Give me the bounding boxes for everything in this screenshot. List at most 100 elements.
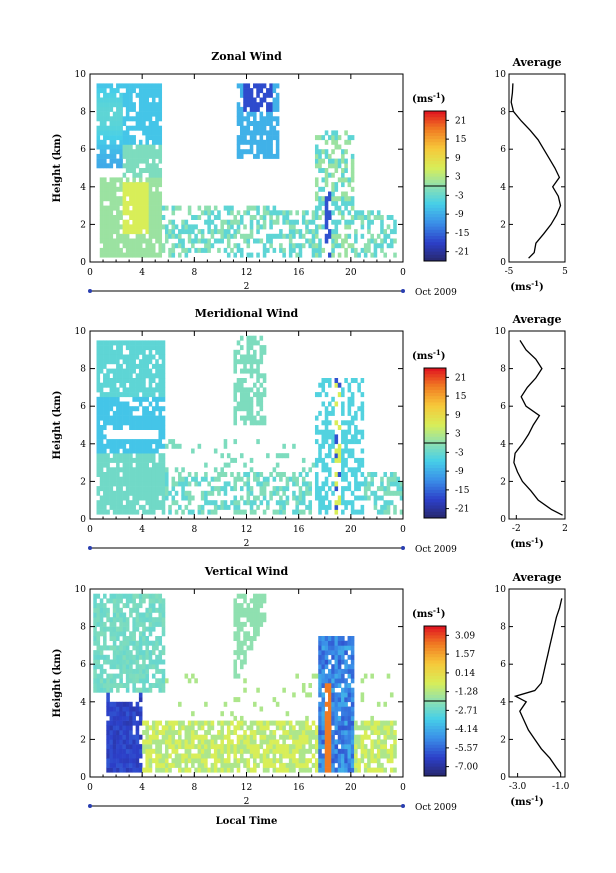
heatmap-cell xyxy=(122,163,127,169)
heatmap-cell xyxy=(125,725,130,731)
heatmap-cell xyxy=(164,762,169,768)
heatmap-cell xyxy=(334,701,339,707)
day-label: 2 xyxy=(244,282,250,292)
heatmap-cell xyxy=(103,182,107,188)
heatmap-cell xyxy=(109,730,114,735)
heatmap-cell xyxy=(207,215,211,220)
heatmap-cell xyxy=(279,734,283,740)
heatmap-cell xyxy=(135,443,140,449)
heatmap-cell xyxy=(233,476,238,482)
y-axis-label: Height (km) xyxy=(52,391,63,460)
heatmap-cell xyxy=(125,158,130,164)
heatmap-cell xyxy=(344,687,348,693)
heatmap-cell xyxy=(135,490,140,496)
heatmap-cell xyxy=(292,725,296,731)
heatmap-cell xyxy=(285,210,290,216)
profile-y-tick-label: 2 xyxy=(500,220,506,230)
heatmap-cell xyxy=(246,396,251,402)
heatmap-cell xyxy=(380,730,384,735)
heatmap-cell xyxy=(103,153,107,159)
heatmap-cell xyxy=(314,243,319,249)
heatmap-cell xyxy=(135,744,140,750)
heatmap-cell xyxy=(207,744,211,750)
heatmap-cell xyxy=(138,158,143,164)
heatmap-cell xyxy=(171,730,176,735)
heatmap-cell xyxy=(324,434,329,440)
heatmap-cell xyxy=(259,415,264,421)
heatmap-cell xyxy=(275,215,280,220)
colorbar-swatch xyxy=(424,729,446,733)
heatmap-cell xyxy=(109,196,114,202)
heatmap-cell xyxy=(243,210,247,216)
heatmap-cell xyxy=(187,229,192,235)
heatmap-cell xyxy=(282,509,286,515)
heatmap-cell xyxy=(197,762,202,768)
heatmap-cell xyxy=(138,439,143,445)
heatmap-cell xyxy=(305,238,309,244)
heatmap-cell xyxy=(243,598,247,604)
heatmap-cell xyxy=(125,219,130,225)
heatmap-cell xyxy=(370,739,374,745)
heatmap-cell xyxy=(243,359,247,365)
heatmap-cell xyxy=(148,130,153,136)
heatmap-cell xyxy=(119,664,123,670)
profile-y-tick-label: 2 xyxy=(500,735,506,745)
heatmap-cell xyxy=(210,233,215,239)
heatmap-cell xyxy=(363,744,368,750)
heatmap-cell xyxy=(138,233,143,239)
heatmap-cell xyxy=(357,215,361,220)
heatmap-cell xyxy=(168,490,172,496)
heatmap-cell xyxy=(318,486,322,492)
heatmap-cell xyxy=(331,767,335,773)
heatmap-cell xyxy=(230,767,234,773)
heatmap-cell xyxy=(122,612,127,618)
heatmap-cell xyxy=(213,744,218,750)
heatmap-cell xyxy=(122,626,127,632)
heatmap-cell xyxy=(161,486,166,492)
heatmap-cell xyxy=(145,139,149,145)
heatmap-cell xyxy=(106,443,110,449)
heatmap-cell xyxy=(282,744,286,750)
heatmap-cell xyxy=(132,744,136,750)
heatmap-cell xyxy=(125,472,130,477)
heatmap-cell xyxy=(318,762,322,768)
heatmap-cell xyxy=(314,149,319,155)
heatmap-cell xyxy=(239,495,244,501)
heatmap-cell xyxy=(386,758,391,764)
heatmap-cell xyxy=(275,233,280,239)
heatmap-cell xyxy=(142,88,146,94)
heatmap-cell xyxy=(204,495,208,501)
heatmap-cell xyxy=(119,233,123,239)
heatmap-cell xyxy=(116,645,120,651)
heatmap-cell xyxy=(318,382,322,388)
heatmap-cell xyxy=(239,486,244,492)
heatmap-cell xyxy=(142,664,146,670)
heatmap-cell xyxy=(341,149,345,155)
heatmap-cell xyxy=(226,462,231,468)
heatmap-cell xyxy=(292,509,296,515)
heatmap-cell xyxy=(158,387,163,393)
heatmap-cell xyxy=(145,420,149,426)
heatmap-cell xyxy=(142,219,146,225)
heatmap-cell xyxy=(200,210,205,216)
heatmap-cell xyxy=(344,476,348,482)
heatmap-cell xyxy=(148,378,153,383)
heatmap-cell xyxy=(119,744,123,750)
heatmap-cell xyxy=(129,252,133,258)
heatmap-cell xyxy=(246,92,251,98)
heatmap-cell xyxy=(262,767,267,773)
heatmap-cell xyxy=(145,373,149,379)
heatmap-cell xyxy=(262,748,267,754)
heatmap-cell xyxy=(132,252,136,258)
heatmap-cell xyxy=(253,130,257,136)
heatmap-cell xyxy=(116,247,120,253)
heatmap-cell xyxy=(347,636,352,641)
heatmap-cell xyxy=(256,410,260,416)
heatmap-cell xyxy=(292,734,296,740)
heatmap-cell xyxy=(187,509,192,515)
heatmap-cell xyxy=(344,767,348,773)
heatmap-cell xyxy=(132,163,136,169)
heatmap-cell xyxy=(116,368,120,374)
heatmap-cell xyxy=(151,425,156,430)
heatmap-cell xyxy=(103,219,107,225)
